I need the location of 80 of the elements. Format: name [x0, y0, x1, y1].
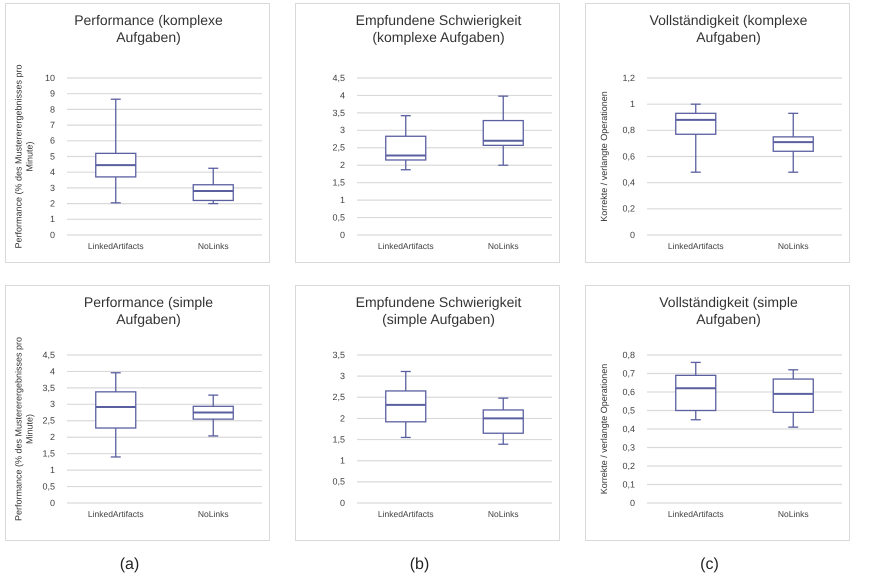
x-tick-label: LinkedArtifacts: [378, 509, 434, 520]
y-tick-label: 1: [340, 194, 345, 205]
y-tick-label: 3,5: [42, 382, 55, 393]
x-tick-label: LinkedArtifacts: [378, 241, 434, 252]
y-tick-label: 0,2: [622, 460, 635, 471]
y-tick-label: 4,5: [42, 350, 55, 360]
chart-title: Empfundene Schwierigkeit (komplexe Aufgaben): [356, 12, 522, 45]
y-tick-label: 5: [50, 151, 55, 162]
y-axis-title: Performance (% des Mustererergebnisses pro Minute): [14, 64, 34, 249]
y-tick-label: 0,2: [622, 204, 635, 214]
text: (a): [120, 556, 140, 573]
y-tick-label: 3: [50, 399, 55, 410]
y-tick-label: 4,5: [332, 72, 345, 83]
y-tick-label: 0,5: [332, 476, 345, 487]
y-tick-label: 2: [50, 198, 55, 208]
y-tick-label: 0,4: [622, 424, 635, 434]
y-tick-label: 4: [50, 167, 55, 178]
y-tick-label: 3,5: [332, 108, 345, 118]
x-tick-label: NoLinks: [778, 509, 809, 520]
y-tick-label: 8: [50, 104, 55, 114]
y-tick-label: 2: [340, 413, 345, 424]
y-tick-label: 2,5: [332, 392, 345, 402]
y-tick-label: 2: [340, 160, 345, 170]
x-tick-label: NoLinks: [488, 241, 519, 252]
y-tick-label: 0,7: [622, 368, 635, 378]
chart-title: Performance (simple Aufgaben): [84, 294, 214, 327]
y-tick-label: 2: [50, 432, 55, 442]
y-axis-title: Performance (% des Mustererergebnisses pro Minute): [14, 336, 34, 522]
y-tick-label: 1,5: [332, 178, 345, 188]
y-tick-label: 0,8: [622, 125, 635, 136]
x-tick-label: NoLinks: [778, 241, 809, 252]
x-tick-label: NoLinks: [198, 241, 229, 252]
y-tick-label: 1: [340, 456, 345, 466]
y-tick-label: 4: [340, 90, 345, 100]
y-tick-label: 2,5: [42, 416, 55, 426]
y-tick-label: 0,8: [622, 350, 635, 360]
x-tick-label: NoLinks: [198, 509, 229, 520]
y-axis-title: Korrekte / verlangte Operationen: [599, 91, 609, 222]
y-tick-label: 0: [630, 498, 635, 508]
y-axis-title: Korrekte / verlangte Operationen: [599, 364, 609, 494]
x-tick-label: LinkedArtifacts: [88, 509, 144, 520]
y-tick-label: 3: [50, 182, 55, 193]
chart-title: Vollständigkeit (simple Aufgaben): [659, 294, 798, 327]
y-tick-label: 3: [340, 125, 345, 136]
x-tick-label: LinkedArtifacts: [88, 241, 144, 252]
chart-title: Performance (komplexe Aufgaben): [74, 12, 224, 45]
y-tick-label: 2,5: [332, 142, 345, 153]
y-tick-label: 1: [50, 464, 55, 475]
y-tick-label: 7: [50, 120, 55, 130]
y-tick-label: 0: [340, 498, 345, 508]
y-tick-label: 0,5: [42, 481, 55, 492]
text: (b): [410, 556, 430, 573]
y-tick-label: 0: [50, 498, 55, 508]
y-tick-label: 1: [630, 99, 635, 110]
chart-title: Empfundene Schwierigkeit (simple Aufgaben): [356, 294, 522, 327]
y-tick-label: 0: [50, 230, 55, 240]
y-tick-label: 0,6: [622, 386, 635, 397]
y-tick-label: 4: [50, 366, 55, 376]
y-tick-label: 0,4: [622, 178, 635, 188]
x-tick-label: LinkedArtifacts: [668, 241, 724, 252]
y-tick-label: 3: [340, 371, 345, 382]
chart-title: Vollständigkeit (komplexe Aufgaben): [650, 12, 808, 45]
y-tick-label: 1,5: [332, 434, 345, 444]
y-tick-label: 1,5: [42, 448, 55, 459]
y-tick-label: 10: [44, 72, 55, 83]
y-tick-label: 0: [630, 230, 635, 240]
x-tick-label: LinkedArtifacts: [668, 509, 724, 520]
y-tick-label: 0,5: [622, 405, 635, 416]
text: (c): [700, 556, 719, 573]
x-tick-label: NoLinks: [488, 509, 519, 520]
y-tick-label: 0: [340, 230, 345, 240]
y-tick-label: 1: [50, 214, 55, 224]
y-tick-label: 1,2: [622, 72, 635, 83]
y-tick-label: 0,6: [622, 151, 635, 162]
y-tick-label: 0,1: [622, 479, 635, 490]
y-tick-label: 3,5: [332, 350, 345, 360]
y-tick-label: 0,5: [332, 212, 345, 222]
y-tick-label: 9: [50, 88, 55, 99]
y-tick-label: 0,3: [622, 442, 635, 452]
y-tick-label: 6: [50, 136, 55, 146]
